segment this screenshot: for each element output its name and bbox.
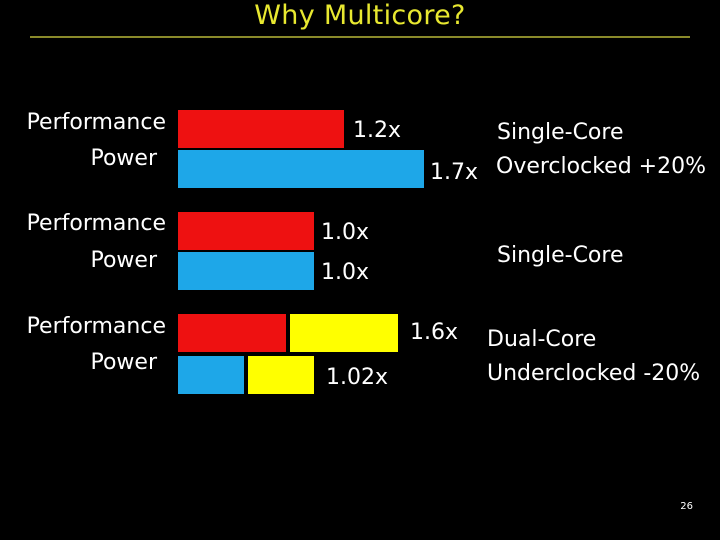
row3-core1-performance-bar <box>176 312 288 354</box>
row2-power-bar <box>176 250 316 292</box>
row3-performance-value: 1.6x <box>410 320 459 345</box>
title-underline <box>30 36 690 38</box>
row2-power-value: 1.0x <box>321 260 370 285</box>
row3-power-value: 1.02x <box>326 365 389 390</box>
row3-power-label: Power <box>90 350 157 375</box>
row1-power-label: Power <box>90 146 157 171</box>
row3-core2-performance-bar <box>288 312 400 354</box>
row1-performance-label: Performance <box>26 110 166 135</box>
row1-power-bar <box>176 148 426 190</box>
row2-performance-bar <box>176 210 316 252</box>
row2-description-line1: Single-Core <box>497 243 624 268</box>
row2-performance-label: Performance <box>26 211 166 236</box>
slide-title: Why Multicore? <box>254 0 466 31</box>
row3-core1-power-bar <box>176 354 246 396</box>
row1-performance-bar <box>176 108 346 150</box>
row3-description-line1: Dual-Core <box>487 327 597 352</box>
row3-performance-label: Performance <box>26 314 166 339</box>
row2-performance-value: 1.0x <box>321 220 370 245</box>
row1-power-value: 1.7x <box>430 160 479 185</box>
row3-description-line2: Underclocked -20% <box>487 361 701 386</box>
row1-description-line2: Overclocked +20% <box>496 154 706 179</box>
page-number: 26 <box>680 501 693 512</box>
row1-description-line1: Single-Core <box>497 120 624 145</box>
row1-performance-value: 1.2x <box>353 118 402 143</box>
row3-core2-power-bar <box>246 354 316 396</box>
row2-power-label: Power <box>90 248 157 273</box>
